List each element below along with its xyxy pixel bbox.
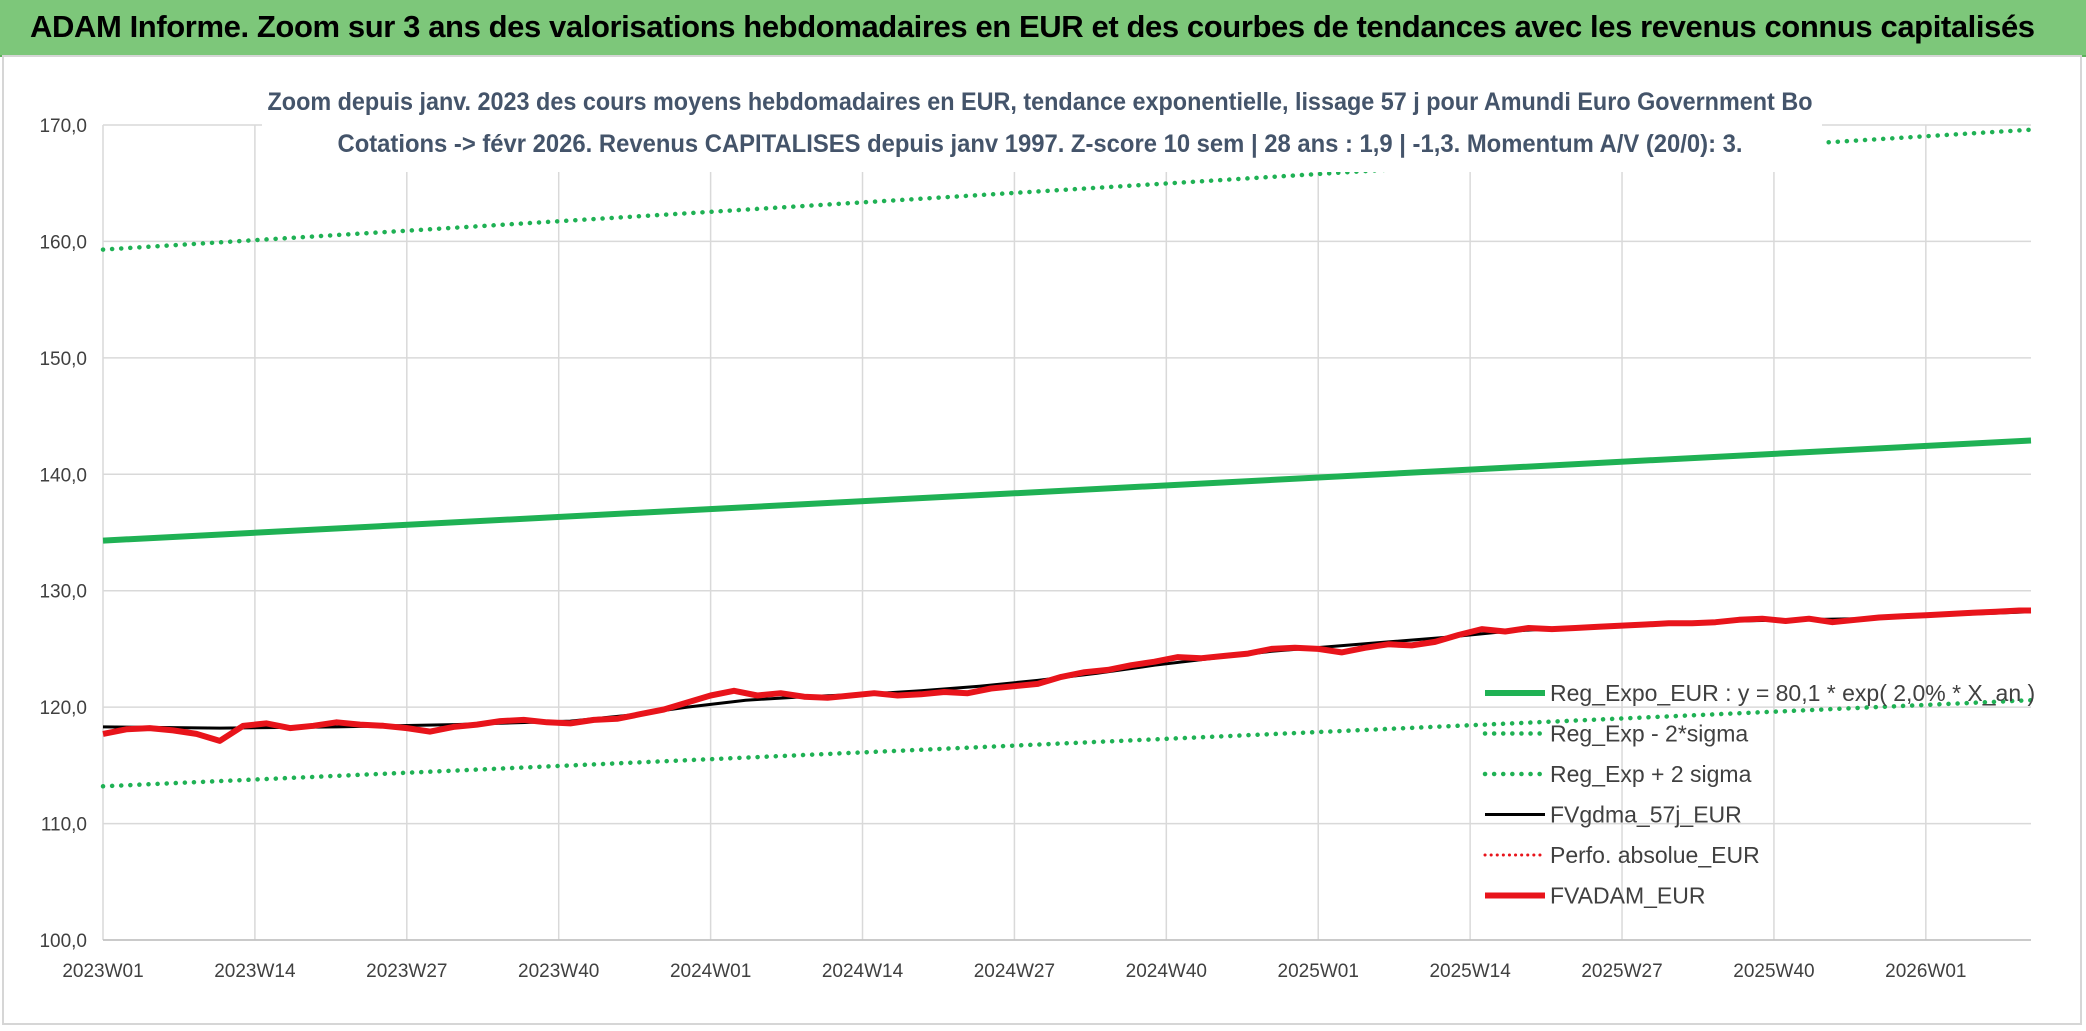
x-tick-label: 2023W01 [62, 961, 143, 982]
legend-label-3: FVgdma_57j_EUR [1550, 802, 1742, 828]
chart-title-line: Zoom depuis janv. 2023 des cours moyens … [268, 88, 1813, 116]
x-tick-label: 2024W14 [822, 961, 904, 982]
chart-frame [2, 55, 2082, 1025]
x-tick-label: 2023W40 [518, 961, 599, 982]
chart-title-background [262, 72, 1822, 172]
x-tick-label: 2024W40 [1126, 961, 1207, 982]
legend-label-0: Reg_Expo_EUR : y = 80,1 * exp( 2,0% * X_… [1550, 680, 2035, 706]
y-tick-label: 130,0 [39, 582, 87, 603]
chart-title-line: Cotations -> févr 2026. Revenus CAPITALI… [338, 130, 1743, 158]
legend-label-4: Perfo. absolue_EUR [1550, 842, 1760, 868]
axes: 100,0 110,0 120,0 130,0 140,0 150,0 160,0 170,0… [39, 116, 2031, 982]
y-tick-label: 140,0 [39, 465, 87, 486]
chart-title: Zoom depuis janv. 2023 des cours moyens … [262, 72, 1822, 172]
legend-label-5: FVADAM_EUR [1550, 883, 1706, 909]
y-tick-label: 100,0 [39, 931, 87, 952]
x-tick-label: 2025W14 [1429, 961, 1511, 982]
series-line-5 [102, 607, 2031, 744]
x-tick-label: 2026W01 [1885, 961, 1966, 982]
legend-label-2: Reg_Exp + 2 sigma [1550, 761, 1752, 787]
x-tick-label: 2025W27 [1581, 961, 1662, 982]
x-tick-label: 2023W27 [366, 961, 447, 982]
page-title: ADAM Informe. Zoom sur 3 ans des valoris… [30, 9, 2035, 44]
y-tick-label: 170,0 [39, 116, 87, 137]
gridlines [102, 124, 2031, 941]
x-tick-label: 2025W01 [1278, 961, 1359, 982]
series-line-1 [100, 697, 2034, 789]
y-tick-label: 120,0 [39, 698, 87, 719]
x-tick-label: 2024W01 [670, 961, 751, 982]
legend: Reg_Expo_EUR : y = 80,1 * exp( 2,0% * X_… [1482, 680, 2035, 909]
y-tick-label: 150,0 [39, 349, 87, 370]
legend-label-1: Reg_Exp - 2*sigma [1550, 721, 1748, 747]
series-line-3 [102, 610, 2032, 730]
y-tick-label: 160,0 [39, 232, 87, 253]
series-line-0 [102, 437, 2032, 544]
x-tick-label: 2024W27 [974, 961, 1055, 982]
x-tick-label: 2023W14 [214, 961, 296, 982]
title-banner: ADAM Informe. Zoom sur 3 ans des valoris… [0, 0, 2086, 57]
x-tick-label: 2025W40 [1733, 961, 1814, 982]
y-tick-label: 110,0 [41, 815, 87, 836]
